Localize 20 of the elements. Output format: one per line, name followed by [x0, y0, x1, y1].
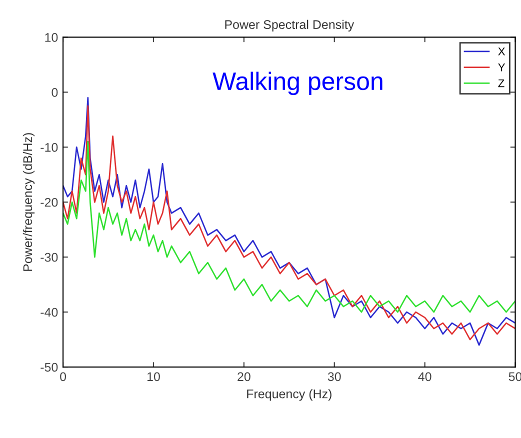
legend-label: Y	[498, 64, 506, 72]
x-axis-title: Frequency (Hz)	[247, 389, 332, 401]
x-tick-label: 10	[147, 372, 160, 382]
x-tick-label: 0	[60, 372, 66, 382]
legend-label: Z	[498, 79, 504, 88]
x-tick-label: 40	[418, 372, 432, 382]
x-tick-label: 30	[328, 372, 341, 382]
y-tick-label: -50	[40, 362, 58, 372]
y-tick-label: -40	[40, 308, 58, 317]
y-tick-label: -20	[40, 198, 58, 207]
annotation: Walking person	[212, 72, 382, 96]
y-tick-label: 0	[52, 88, 58, 97]
chart-title: Power Spectral Density	[225, 20, 354, 32]
y-tick-label: 10	[45, 33, 58, 42]
line-series	[63, 140, 516, 313]
y-tick-label: -30	[40, 252, 58, 262]
x-tick-label: 20	[238, 372, 250, 382]
y-axis-title: Power/frequency (dB/Hz)	[22, 133, 35, 271]
legend-label: X	[498, 48, 506, 56]
y-tick-label: -10	[40, 142, 58, 152]
